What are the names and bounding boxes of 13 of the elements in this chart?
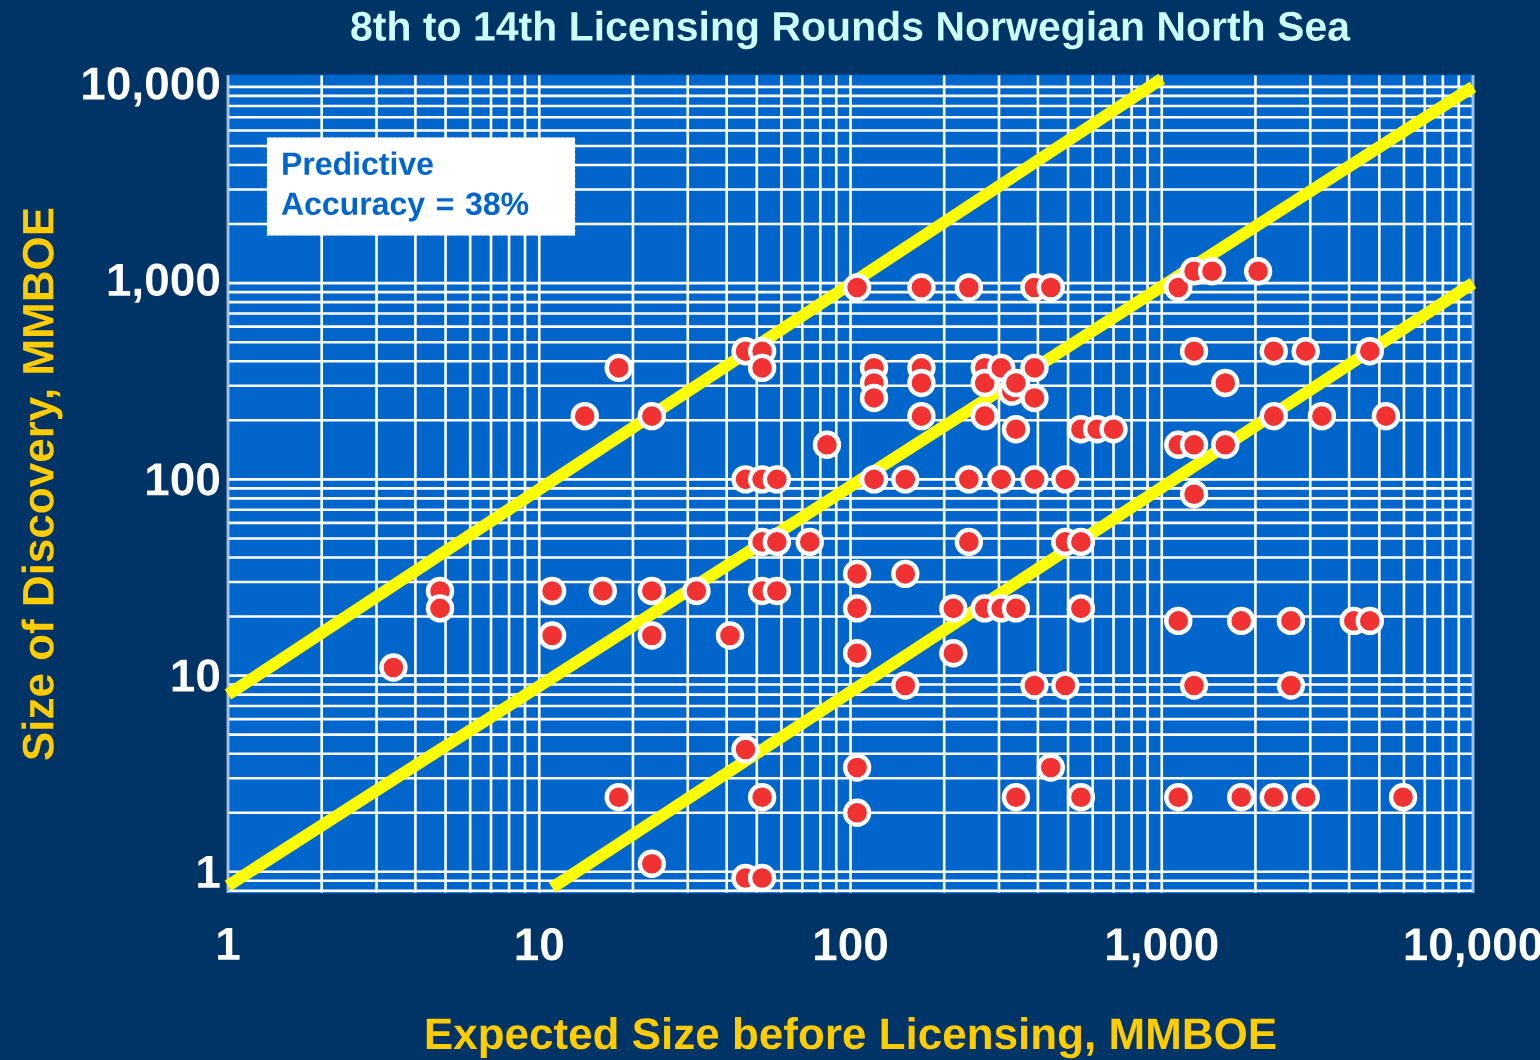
x-tick-label: 1 <box>218 928 240 960</box>
y-tick-label: 10,000 <box>83 67 220 107</box>
y-tick-label: 1 <box>198 855 220 888</box>
annotation: Predictive Accuracy = 38% <box>281 151 529 222</box>
x-tick-label: 1,000 <box>1107 928 1218 968</box>
y-tick-label: 10 <box>172 659 220 692</box>
y-tick-label: 1,000 <box>108 263 220 303</box>
x-tick-label: 100 <box>815 928 887 961</box>
y-tick-label: 100 <box>147 463 220 496</box>
chart-title: 8th to 14th Licensing Rounds Norwegian North Sea <box>351 10 1351 50</box>
x-tick-label: 10 <box>516 928 563 961</box>
y-axis-title: Size of Discovery, MMBOE <box>21 208 63 760</box>
x-axis-title: Expected Size before Licensing, MMBOE <box>426 1017 1276 1059</box>
